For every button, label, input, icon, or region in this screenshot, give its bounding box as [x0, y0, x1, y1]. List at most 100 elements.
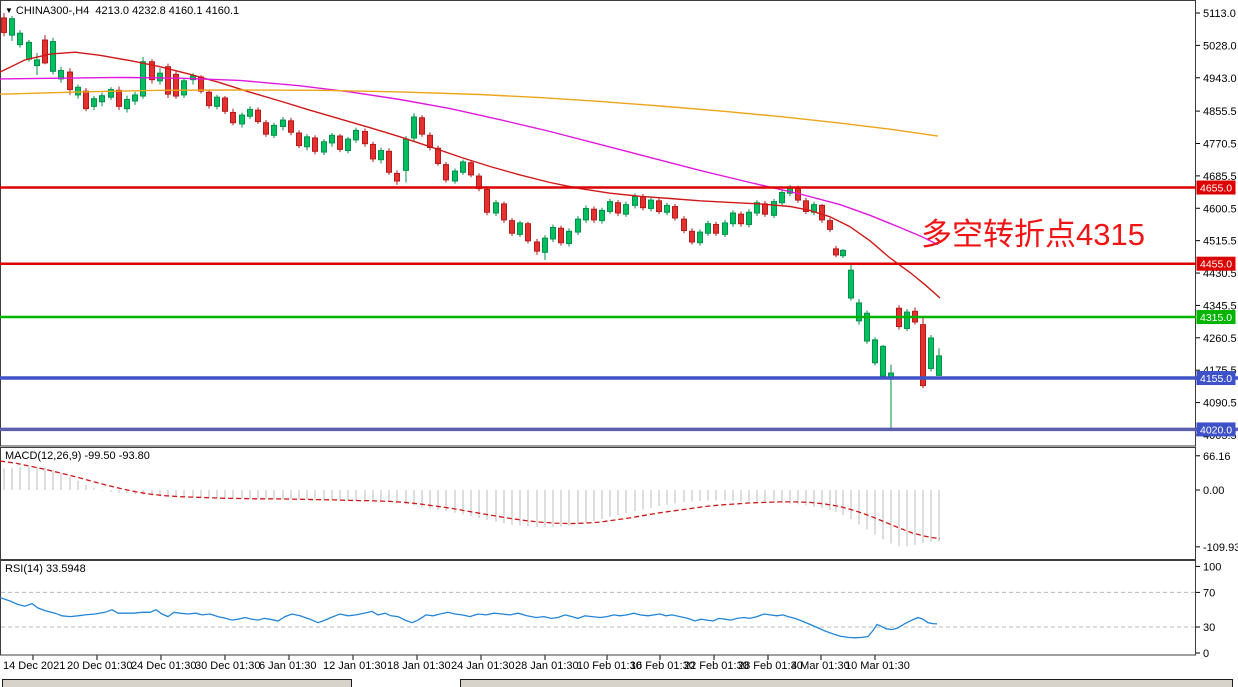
candle-body — [664, 204, 670, 213]
price-panel — [0, 0, 1196, 447]
ma-fast-red-line — [0, 51, 941, 299]
candle-body — [623, 204, 629, 215]
rsi-axis-label: 0 — [1203, 648, 1209, 660]
candle-body — [920, 324, 926, 387]
price-tag-label: 4455.0 — [1200, 259, 1232, 271]
pivot-point-annotation[interactable]: 多空转折点4315 — [921, 217, 1145, 252]
candle-body — [833, 248, 839, 256]
symbol-quote-text: CHINA300-,H4 4213.0 4232.8 4160.1 4160.1 — [15, 5, 240, 17]
candle-body — [762, 203, 768, 215]
price-axis-label: 4855.5 — [1203, 106, 1237, 118]
rsi-axis-label: 100 — [1203, 561, 1221, 573]
time-axis-label: 24 Jan 01:30 — [451, 660, 515, 672]
chevron-down-icon[interactable]: ▼ — [5, 6, 13, 15]
candle-body — [501, 203, 507, 221]
candle-body — [928, 337, 934, 369]
candle-body — [427, 134, 433, 148]
candle-body — [493, 202, 499, 214]
candle-body — [880, 345, 886, 377]
candle-body — [936, 355, 942, 376]
candle-body — [681, 218, 687, 232]
candle-body — [329, 134, 335, 144]
time-axis-label: 28 Feb 01:30 — [738, 660, 803, 672]
candle-body — [230, 111, 236, 124]
candle-body — [50, 41, 56, 72]
candle-body — [435, 147, 441, 164]
price-axis-label: 5028.0 — [1203, 40, 1237, 52]
candle-body — [271, 124, 277, 136]
candle-body — [239, 114, 245, 125]
price-tag-4155.0 — [1196, 370, 1236, 385]
candle-body — [904, 311, 910, 329]
candle-body — [247, 108, 253, 117]
candle-body — [394, 172, 400, 182]
candle-body — [181, 80, 187, 96]
candle-body — [713, 223, 719, 234]
candle-body — [856, 302, 862, 322]
candle-body — [648, 199, 654, 209]
time-axis-label: 14 Dec 2021 — [3, 660, 65, 672]
candle-body — [722, 222, 728, 235]
candle-body — [864, 312, 870, 342]
candle-body — [263, 122, 269, 135]
macd-axis-label: 0.00 — [1203, 485, 1224, 497]
candle-body — [550, 227, 556, 240]
macd-panel — [0, 447, 1196, 560]
price-axis-label: 5113.0 — [1203, 8, 1236, 20]
candle-body — [632, 195, 638, 206]
candle-body — [403, 138, 409, 171]
candle-body — [378, 150, 384, 161]
background-window-2[interactable] — [460, 679, 1233, 687]
candle-body — [116, 89, 122, 107]
time-axis-label: 16 Feb 01:30 — [630, 660, 695, 672]
price-tag-label: 4315.0 — [1200, 312, 1232, 324]
candle-body — [345, 138, 351, 152]
candle-body — [280, 119, 286, 128]
price-axis-label: 4260.5 — [1203, 333, 1237, 345]
candle-body — [468, 162, 474, 176]
price-axis-label: 4430.5 — [1203, 268, 1237, 280]
background-window-1[interactable] — [2, 679, 352, 687]
time-axis-label: 28 Jan 01:30 — [515, 660, 579, 672]
candle-body — [288, 120, 294, 133]
price-tag-4655.0 — [1196, 180, 1236, 195]
price-tag-label: 4020.0 — [1200, 424, 1232, 436]
macd-indicator-label: MACD(12,26,9) -99.50 -93.80 — [5, 450, 150, 462]
candle-body — [362, 130, 368, 145]
time-axis-label: 4 Mar 01:30 — [791, 660, 850, 672]
candle-body — [42, 39, 48, 64]
candle-body — [730, 212, 736, 225]
price-axis-label: 4090.5 — [1203, 398, 1237, 410]
price-axis-label: 4345.5 — [1203, 300, 1237, 312]
ma-slow-orange-line — [0, 89, 939, 137]
candle-body — [599, 209, 605, 222]
candle-body — [173, 73, 179, 97]
candle-body — [165, 66, 171, 95]
candle-body — [419, 117, 425, 135]
candle-body — [321, 141, 327, 153]
time-axis-label: 18 Jan 01:30 — [387, 660, 451, 672]
candle-body — [312, 137, 318, 152]
price-axis-label: 4600.5 — [1203, 203, 1237, 215]
candle-body — [525, 223, 531, 242]
candle-body — [9, 18, 15, 36]
rsi-axis-label: 30 — [1203, 622, 1215, 634]
time-axis-label: 10 Feb 01:30 — [577, 660, 642, 672]
candle-body — [83, 90, 89, 110]
rsi-axis-label: 70 — [1203, 587, 1215, 599]
candle-body — [353, 129, 359, 141]
price-tag-4455.0 — [1196, 256, 1236, 271]
candle-body — [206, 91, 212, 107]
price-axis-label: 4685.5 — [1203, 171, 1237, 183]
candle-body — [222, 97, 228, 112]
price-axis-label: 4943.0 — [1203, 73, 1237, 85]
time-axis-label: 6 Jan 01:30 — [259, 660, 317, 672]
candle-body — [575, 218, 581, 233]
candle-body — [672, 206, 678, 219]
candle-body — [67, 71, 73, 91]
candle-body — [140, 61, 146, 97]
price-axis-label: 4515.5 — [1203, 236, 1237, 248]
candle-body — [615, 202, 621, 214]
rsi-line — [0, 596, 938, 639]
